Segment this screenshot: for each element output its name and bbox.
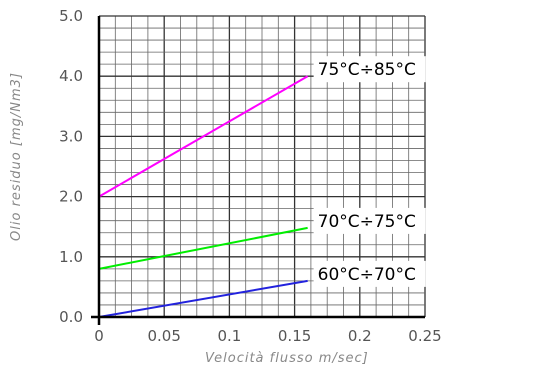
y-tick-label: 3.0 bbox=[59, 127, 83, 145]
series-label-bg bbox=[313, 260, 426, 287]
x-tick-label: 0.1 bbox=[217, 327, 241, 345]
series-label-bg bbox=[313, 56, 426, 83]
x-tick-label: 0.15 bbox=[278, 327, 311, 345]
x-tick-label: 0.25 bbox=[408, 327, 441, 345]
series-line bbox=[98, 279, 308, 318]
x-tick-label: 0.2 bbox=[348, 327, 372, 345]
series-label: 60°C÷70°C bbox=[318, 265, 416, 285]
series-label-bg bbox=[313, 207, 426, 234]
series-line bbox=[98, 226, 308, 270]
tick-labels: 0.0 1.0 2.0 3.0 4.0 5.0 0 0.05 0.1 0.15 0.2 0.25 bbox=[59, 7, 442, 345]
axes bbox=[91, 16, 425, 325]
y-tick-label: 4.0 bbox=[59, 67, 83, 85]
series-labels: 75°C÷85°C 70°C÷75°C 60°C÷70°C bbox=[313, 56, 426, 287]
series-lines bbox=[98, 75, 309, 318]
series-label: 75°C÷85°C bbox=[318, 60, 416, 80]
y-axis-title: Olio residuo [mg/Nm3] bbox=[9, 72, 24, 241]
series-label: 70°C÷75°C bbox=[318, 212, 416, 232]
y-tick-label: 2.0 bbox=[59, 188, 83, 206]
x-tick-label: 0.05 bbox=[147, 327, 180, 345]
x-axis-title: Velocità flusso m/sec] bbox=[205, 351, 369, 366]
series-line bbox=[98, 75, 309, 198]
y-tick-label: 1.0 bbox=[59, 248, 83, 266]
y-tick-label: 5.0 bbox=[59, 7, 83, 25]
y-tick-label: 0.0 bbox=[59, 308, 83, 326]
x-tick-label: 0 bbox=[94, 327, 104, 345]
